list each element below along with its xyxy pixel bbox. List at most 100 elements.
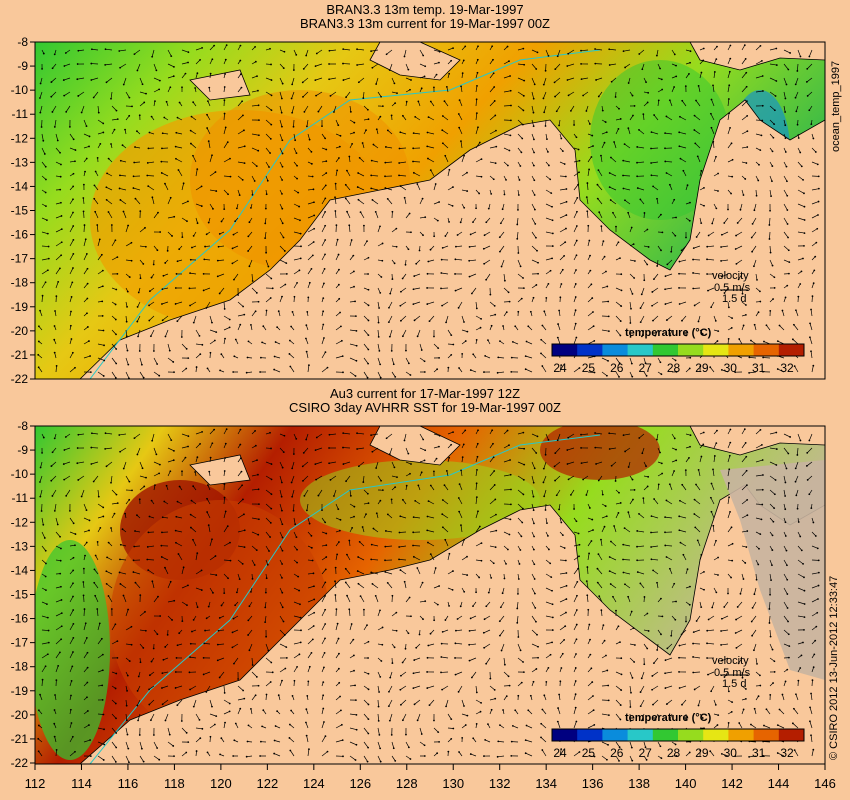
current-arrow	[447, 553, 450, 561]
current-arrow	[669, 100, 673, 107]
current-arrow	[698, 85, 701, 93]
current-arrow	[307, 599, 315, 603]
current-arrow	[181, 727, 187, 734]
current-arrow	[55, 625, 62, 631]
current-arrow	[377, 713, 380, 721]
current-arrow	[517, 48, 524, 51]
current-arrow	[181, 368, 187, 373]
current-arrow	[41, 295, 43, 303]
current-arrow	[371, 559, 379, 561]
bottom-cloud-patch	[720, 460, 825, 680]
current-arrow	[162, 287, 169, 290]
current-arrow	[751, 629, 757, 636]
current-arrow	[601, 670, 608, 673]
current-arrow	[41, 258, 49, 261]
current-arrow	[346, 595, 351, 603]
current-arrow	[345, 91, 351, 98]
current-arrow	[666, 556, 673, 561]
current-arrow	[755, 503, 763, 505]
current-arrow	[598, 596, 603, 603]
current-arrow	[652, 570, 659, 575]
current-arrow	[209, 155, 213, 163]
current-arrow	[623, 160, 631, 163]
current-arrow	[458, 113, 463, 121]
current-arrow	[279, 91, 283, 99]
current-arrow	[545, 49, 549, 57]
current-arrow	[125, 242, 132, 247]
current-arrow	[727, 113, 730, 121]
current-arrow	[293, 642, 301, 645]
current-arrow	[69, 666, 73, 673]
current-arrow	[52, 489, 57, 497]
current-arrow	[475, 113, 478, 121]
current-arrow	[289, 353, 295, 359]
current-arrow	[811, 545, 818, 549]
current-arrow	[363, 343, 369, 350]
current-arrow	[233, 273, 239, 280]
current-arrow	[97, 654, 104, 659]
current-arrow	[445, 315, 449, 323]
current-arrow	[741, 442, 746, 449]
current-arrow	[291, 489, 295, 497]
current-arrow	[683, 170, 687, 177]
current-arrow	[447, 570, 454, 575]
current-arrow	[335, 503, 339, 510]
current-arrow	[349, 727, 357, 731]
current-arrow	[306, 351, 309, 359]
current-arrow	[755, 429, 761, 435]
current-arrow	[643, 643, 648, 649]
current-arrow	[83, 517, 90, 521]
current-arrow	[777, 724, 785, 729]
current-arrow	[83, 268, 88, 275]
current-arrow	[209, 573, 217, 576]
current-arrow	[629, 357, 633, 364]
current-arrow	[208, 141, 211, 149]
current-arrow	[627, 212, 631, 219]
current-arrow	[783, 643, 790, 647]
current-arrow	[623, 188, 631, 191]
current-arrow	[405, 597, 410, 603]
current-arrow	[559, 214, 567, 219]
current-arrow	[615, 671, 622, 675]
current-arrow	[404, 49, 407, 57]
current-arrow	[696, 615, 701, 622]
current-arrow	[167, 581, 172, 589]
current-arrow	[97, 741, 105, 745]
current-arrow	[567, 77, 575, 81]
current-arrow	[637, 530, 645, 533]
current-arrow	[167, 357, 174, 363]
current-arrow	[41, 147, 46, 155]
current-arrow	[137, 329, 141, 337]
current-arrow	[329, 461, 337, 464]
current-arrow	[601, 286, 608, 289]
current-arrow	[582, 475, 589, 480]
current-arrow	[209, 429, 215, 435]
current-arrow	[543, 91, 547, 99]
current-arrow	[39, 475, 43, 483]
current-arrow	[783, 77, 787, 85]
current-arrow	[139, 357, 143, 365]
current-arrow	[809, 707, 813, 715]
current-arrow	[455, 642, 463, 645]
current-arrow	[190, 272, 197, 275]
current-arrow	[753, 259, 757, 267]
current-arrow	[335, 724, 343, 729]
current-arrow	[358, 199, 365, 205]
current-arrow	[405, 357, 410, 364]
current-arrow	[516, 217, 519, 225]
current-arrow	[783, 91, 786, 99]
current-arrow	[796, 447, 799, 455]
top-velocity-label: velocity	[712, 270, 749, 282]
current-arrow	[251, 161, 258, 167]
current-arrow	[293, 258, 301, 261]
current-arrow	[349, 371, 356, 377]
current-arrow	[152, 581, 155, 589]
current-arrow	[769, 573, 772, 581]
current-arrow	[615, 371, 620, 378]
current-arrow	[305, 433, 309, 440]
current-arrow	[223, 158, 231, 163]
bottom-map-panel	[35, 426, 825, 764]
current-arrow	[97, 105, 100, 113]
current-arrow	[164, 183, 169, 191]
current-arrow	[153, 63, 157, 71]
